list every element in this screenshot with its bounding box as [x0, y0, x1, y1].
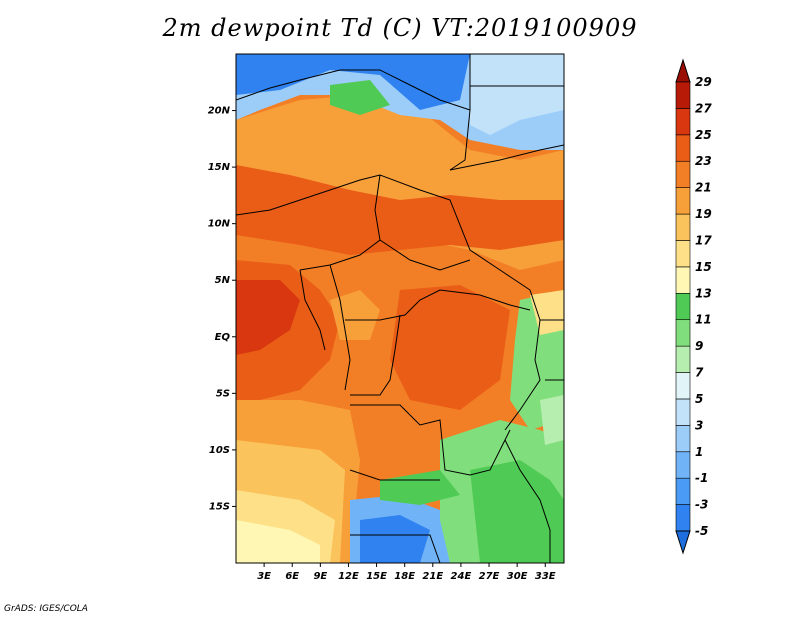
colorbar-level-label: 5	[695, 392, 703, 406]
colorbar-level-label: -3	[695, 498, 708, 512]
lon-tick-label: 24E	[451, 571, 472, 582]
colorbar-level-label: 7	[695, 366, 704, 380]
lat-tick-labels: 20N 15N 10N 5N EQ 5S 10S 15S	[208, 106, 236, 512]
field-tanzania	[540, 395, 564, 445]
colorbar-level-label: 9	[695, 339, 703, 353]
country-borders	[236, 54, 564, 563]
colorbar-bin	[675, 451, 691, 479]
colorbar-level-label: 19	[695, 207, 712, 221]
lon-tick-labels: 3E 6E 9E 12E 15E 18E 21E 24E 27E 30E 33E	[257, 563, 556, 582]
colorbar-bin	[675, 345, 691, 373]
colorbar-level-label: 3	[695, 418, 703, 432]
field-angola-green	[380, 470, 460, 505]
colorbar-level-label: 23	[695, 154, 712, 168]
lon-tick-label: 15E	[366, 571, 387, 582]
colorbar	[675, 58, 691, 555]
colorbar-level-label: 17	[695, 233, 712, 247]
lat-tick-label: 15S	[209, 501, 230, 512]
colorbar-bin	[675, 504, 691, 532]
colorbar-bin	[675, 425, 691, 453]
colorbar-bin	[675, 187, 691, 215]
lon-tick-label: 21E	[422, 571, 443, 582]
colorbar-level-label: -5	[695, 524, 708, 538]
colorbar-bin	[675, 319, 691, 347]
lon-tick-label: 30E	[507, 571, 528, 582]
colorbar-bin	[675, 477, 691, 505]
field-air-green	[330, 80, 390, 115]
field-sahara-dry	[236, 54, 470, 110]
colorbar-bin	[675, 213, 691, 241]
lon-tick-label: 3E	[257, 571, 271, 582]
field-libya	[470, 54, 564, 135]
colorbar-bin	[675, 292, 691, 321]
field-satlantic-15	[236, 520, 320, 563]
chart-title: 2m dewpoint Td (C) VT:2019100909	[162, 14, 638, 42]
colorbar-bin	[675, 240, 691, 268]
field-gulf-27	[236, 280, 300, 355]
lat-tick-label: 5N	[215, 275, 231, 286]
colorbar-level-label: 13	[695, 286, 712, 300]
colorbar-level-label: 29	[695, 75, 712, 89]
lon-tick-label: 9E	[313, 571, 327, 582]
colorbar-bin	[675, 398, 691, 426]
colorbar-level-label: 11	[695, 313, 712, 327]
colorbar-bin	[675, 266, 691, 294]
lat-tick-label: EQ	[215, 332, 231, 343]
colorbar-bin	[675, 372, 691, 400]
colorbar-bin	[675, 160, 691, 188]
lat-tick-label: 15N	[208, 162, 231, 173]
lon-tick-label: 33E	[535, 571, 556, 582]
lon-tick-label: 18E	[394, 571, 415, 582]
colorbar-level-label: 15	[695, 260, 712, 274]
field-gabon-21	[330, 290, 380, 340]
lat-tick-label: 5S	[216, 388, 230, 399]
colorbar-min-triangle	[675, 530, 691, 555]
colorbar-level-label: 21	[695, 181, 712, 195]
colorbar-max-triangle	[675, 58, 691, 83]
colorbar-level-label: -1	[695, 471, 708, 485]
colorbar-level-label: 25	[695, 128, 712, 142]
dewpoint-field	[236, 54, 564, 563]
colorbar-bin	[675, 134, 691, 162]
colorbar-level-label: 1	[695, 445, 703, 459]
lon-tick-label: 6E	[285, 571, 299, 582]
field-namibia-dry	[360, 515, 430, 563]
credit-label: GrADS: IGES/COLA	[4, 604, 88, 614]
field-uganda	[530, 290, 564, 335]
map-frame	[235, 53, 565, 564]
lon-tick-label: 12E	[338, 571, 359, 582]
field-congo-25	[390, 285, 510, 410]
lat-tick-label: 10N	[208, 219, 231, 230]
field-23-band	[236, 165, 564, 255]
field-zambia-11	[470, 460, 564, 563]
lat-tick-label: 20N	[208, 106, 231, 117]
lon-tick-label: 27E	[479, 571, 500, 582]
colorbar-level-label: 27	[695, 101, 712, 115]
lat-tick-label: 10S	[209, 445, 230, 456]
colorbar-bin	[675, 81, 691, 109]
colorbar-bin	[675, 108, 691, 136]
